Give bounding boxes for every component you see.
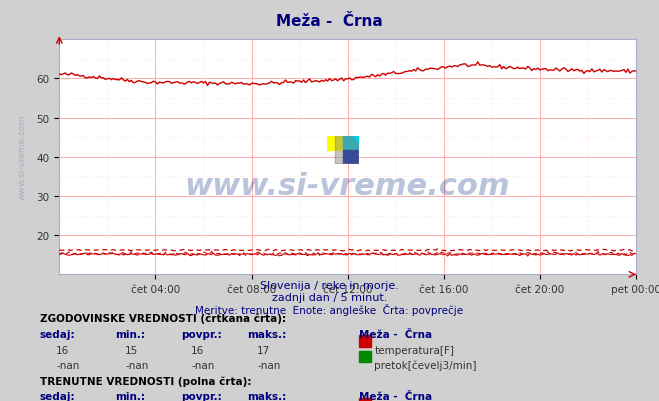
Text: pretok[čevelj3/min]: pretok[čevelj3/min]	[374, 360, 477, 371]
Text: Meža -  Črna: Meža - Črna	[359, 391, 432, 401]
Text: min.:: min.:	[115, 329, 146, 339]
Bar	[328, 136, 343, 150]
Text: Meža -  Črna: Meža - Črna	[276, 14, 383, 29]
Text: povpr.:: povpr.:	[181, 329, 222, 339]
Text: Meža -  Črna: Meža - Črna	[359, 329, 432, 339]
Text: TRENUTNE VREDNOSTI (polna črta):: TRENUTNE VREDNOSTI (polna črta):	[40, 375, 251, 386]
Polygon shape	[335, 136, 359, 164]
Text: povpr.:: povpr.:	[181, 391, 222, 401]
Bar	[343, 150, 359, 164]
Text: -nan: -nan	[125, 360, 148, 370]
Text: 16: 16	[56, 345, 69, 355]
Text: -nan: -nan	[257, 360, 280, 370]
Text: Meritve: trenutne  Enote: angleške  Črta: povprečje: Meritve: trenutne Enote: angleške Črta: …	[196, 303, 463, 315]
Text: -nan: -nan	[56, 360, 79, 370]
Text: min.:: min.:	[115, 391, 146, 401]
Text: ZGODOVINSKE VREDNOSTI (črtkana črta):: ZGODOVINSKE VREDNOSTI (črtkana črta):	[40, 313, 285, 323]
Text: www.si-vreme.com: www.si-vreme.com	[17, 115, 26, 200]
Text: temperatura[F]: temperatura[F]	[374, 345, 454, 355]
Text: 16: 16	[191, 345, 204, 355]
Text: 17: 17	[257, 345, 270, 355]
Text: zadnji dan / 5 minut.: zadnji dan / 5 minut.	[272, 292, 387, 302]
Text: www.si-vreme.com: www.si-vreme.com	[185, 171, 511, 200]
Text: maks.:: maks.:	[247, 329, 287, 339]
Text: sedaj:: sedaj:	[40, 391, 75, 401]
Text: Slovenija / reke in morje.: Slovenija / reke in morje.	[260, 281, 399, 291]
Text: 15: 15	[125, 345, 138, 355]
Bar	[343, 136, 359, 150]
Text: maks.:: maks.:	[247, 391, 287, 401]
Text: -nan: -nan	[191, 360, 214, 370]
Text: sedaj:: sedaj:	[40, 329, 75, 339]
